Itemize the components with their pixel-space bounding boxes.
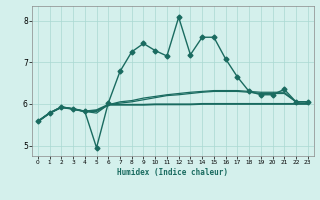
- X-axis label: Humidex (Indice chaleur): Humidex (Indice chaleur): [117, 168, 228, 177]
